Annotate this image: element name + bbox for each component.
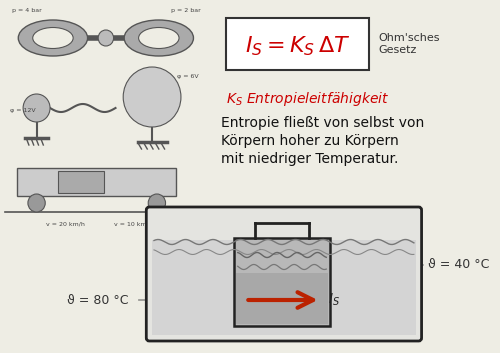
- Text: ϑ = 80 °C: ϑ = 80 °C: [68, 293, 129, 306]
- Circle shape: [28, 194, 45, 212]
- Text: φ = 12V: φ = 12V: [10, 108, 35, 113]
- Text: ϑ = 40 °C: ϑ = 40 °C: [428, 258, 490, 271]
- Bar: [18, 168, 176, 196]
- Text: Ohm'sches
Gesetz: Ohm'sches Gesetz: [378, 33, 440, 55]
- Circle shape: [23, 94, 50, 122]
- Bar: [58, 171, 104, 193]
- Text: Körpern hoher zu Körpern: Körpern hoher zu Körpern: [222, 134, 399, 148]
- Circle shape: [98, 30, 114, 46]
- Text: I$_S$: I$_S$: [328, 292, 340, 308]
- Text: p = 4 bar: p = 4 bar: [12, 8, 42, 13]
- Text: v = 20 km/h: v = 20 km/h: [46, 222, 85, 227]
- Circle shape: [148, 194, 166, 212]
- Bar: [236, 273, 328, 324]
- Bar: [226, 18, 368, 70]
- Ellipse shape: [124, 20, 194, 56]
- Text: mit niedriger Temperatur.: mit niedriger Temperatur.: [222, 152, 399, 166]
- Text: Entropie fließt von selbst von: Entropie fließt von selbst von: [222, 116, 424, 130]
- Ellipse shape: [138, 28, 179, 48]
- Circle shape: [123, 67, 181, 127]
- Text: $I_S = K_S\,\Delta T$: $I_S = K_S\,\Delta T$: [245, 34, 350, 58]
- Text: φ = 6V: φ = 6V: [177, 74, 199, 79]
- Bar: [234, 238, 330, 326]
- Ellipse shape: [32, 28, 73, 48]
- Bar: [152, 240, 416, 335]
- Text: v = 10 km/h: v = 10 km/h: [114, 222, 152, 227]
- Text: p = 2 bar: p = 2 bar: [171, 8, 200, 13]
- Text: K$_S$ Entropieleitfähigkeit: K$_S$ Entropieleitfähigkeit: [226, 90, 390, 108]
- Ellipse shape: [18, 20, 87, 56]
- FancyBboxPatch shape: [146, 207, 422, 341]
